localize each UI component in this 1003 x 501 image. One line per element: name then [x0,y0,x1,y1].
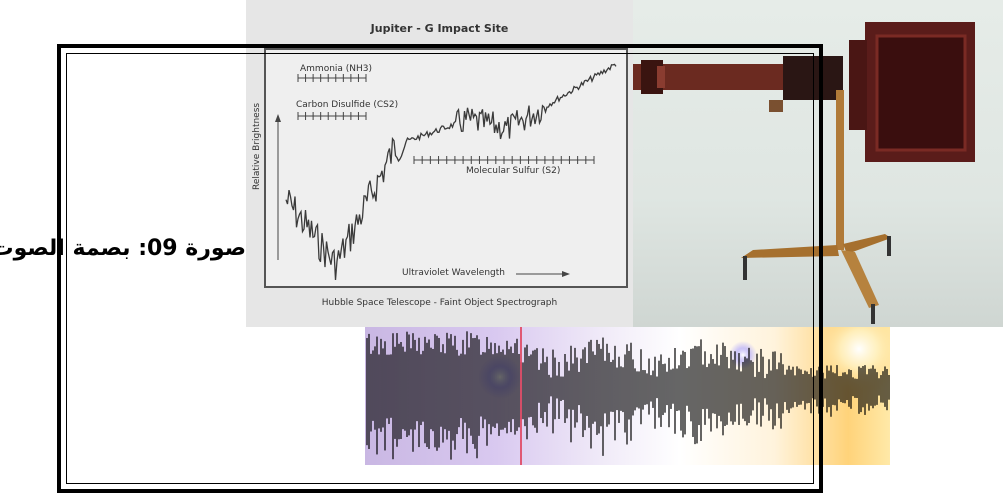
figure-caption: صورة 09: بصمة الصوت [0,236,246,261]
ammonia-label: Ammonia (NH3) [300,64,373,74]
spectrum-title: Jupiter - G Impact Site [370,22,509,35]
cs2-label: Carbon Disulfide (CS2) [296,100,399,110]
spectrum-footer: Hubble Space Telescope - Faint Object Sp… [321,298,558,308]
s2-markers [413,156,595,164]
spectrum-curve [285,63,617,281]
cs2-markers [297,112,367,120]
s2-label: Molecular Sulfur (S2) [466,166,561,176]
ammonia-markers [297,74,367,82]
waveform [366,331,890,460]
inner-border-frame [66,53,814,484]
x-axis-label: Ultraviolet Wavelength [402,268,505,278]
waveform-plot [366,327,890,465]
spectrum-plot [275,63,617,281]
outer-border-frame [57,44,823,493]
speaker-stand-photo [633,0,1003,327]
sound-waveform-image [365,327,890,465]
spectrograph-image: Jupiter - G Impact Site Ammonia [246,0,633,327]
spectrum-plot-frame: Ammonia (NH3) Carbon Disulfide (CS2) Mol… [252,48,628,288]
speaker-stand-illustration [633,22,975,324]
